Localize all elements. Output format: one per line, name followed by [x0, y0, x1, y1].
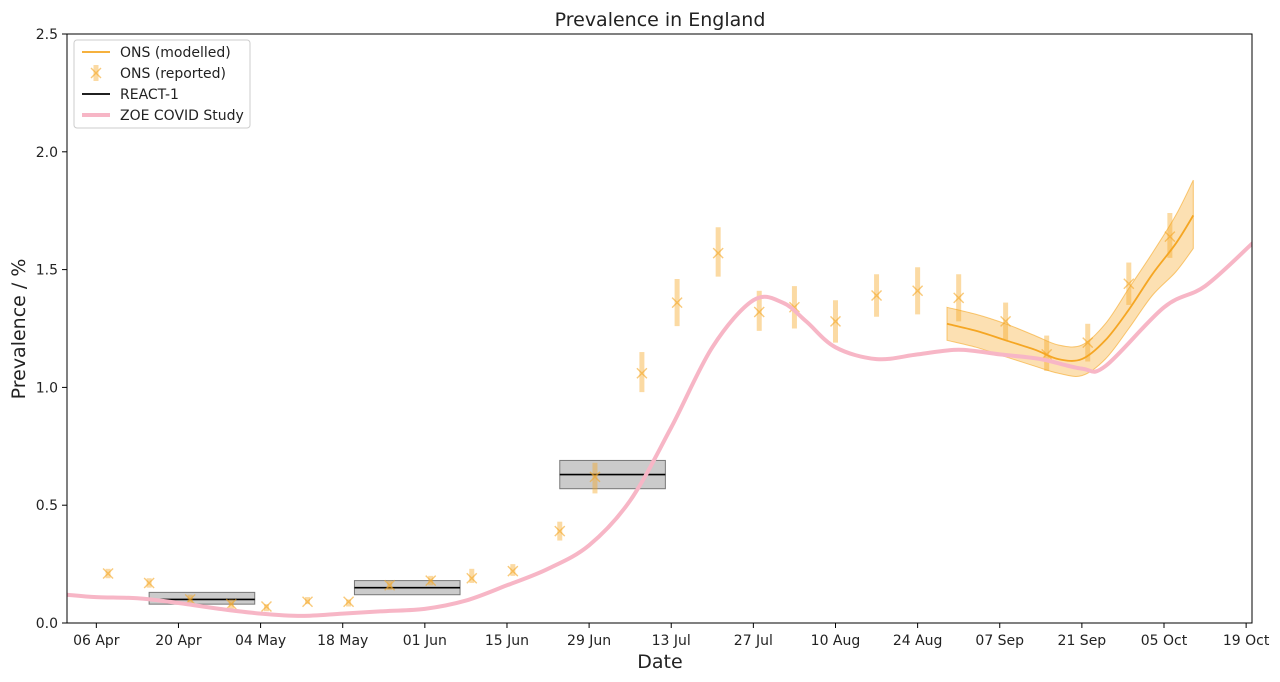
- x-axis-label: Date: [637, 651, 682, 673]
- y-tick-label-5: 2.5: [36, 27, 58, 43]
- ons-reported-point-16: [753, 306, 765, 318]
- ons-reported-point-4: [260, 601, 272, 613]
- ons-reported-point-5: [302, 596, 314, 608]
- ons-reported-point-1: [143, 577, 155, 589]
- x-tick-label-7: 13 Jul: [652, 633, 691, 649]
- plot-area: [66, 33, 1253, 624]
- ons-reported-point-7: [384, 579, 396, 591]
- ons-modelled-ci-band: [946, 179, 1194, 377]
- chart-title: Prevalence in England: [555, 9, 766, 31]
- ons-reported-point-14: [671, 297, 683, 309]
- ons-reported-point-19: [871, 290, 883, 302]
- plot-content: [67, 179, 1252, 618]
- x-tick-label-6: 29 Jun: [567, 633, 611, 649]
- x-tick-label-3: 18 May: [317, 633, 368, 649]
- x-tick-label-11: 07 Sep: [975, 633, 1024, 649]
- ons-reported-point-20: [912, 285, 924, 297]
- x-tick-label-10: 24 Aug: [893, 633, 943, 649]
- y-tick-label-2: 1.0: [36, 380, 58, 396]
- legend-label-1: ONS (reported): [120, 66, 226, 82]
- legend-label-0: ONS (modelled): [120, 45, 231, 61]
- ons-reported-point-18: [829, 315, 841, 327]
- ons-reported-point-6: [343, 596, 355, 608]
- legend-box: [73, 39, 251, 129]
- y-tick-label-3: 1.5: [36, 263, 58, 279]
- x-tick-label-0: 06 Apr: [73, 633, 120, 649]
- ons-reported-point-26: [1164, 231, 1176, 243]
- ons-modelled-line: [946, 214, 1195, 362]
- y-axis: 0.0 0.5 1.0 1.5 2.0 2.5: [36, 27, 67, 632]
- zoe-line: [67, 241, 1252, 618]
- ons-reported-point-21: [953, 292, 965, 304]
- ons-reported-point-17: [788, 301, 800, 313]
- x-tick-label-12: 21 Sep: [1058, 633, 1107, 649]
- ons-reported-point-12: [589, 471, 601, 483]
- legend-label-3: ZOE COVID Study: [120, 108, 244, 124]
- x-tick-label-4: 01 Jun: [403, 633, 447, 649]
- ons-reported-point-10: [507, 565, 519, 577]
- legend-swatch-1: [90, 67, 102, 79]
- y-tick-label-0: 0.0: [36, 616, 58, 632]
- y-tick-label-1: 0.5: [36, 498, 58, 514]
- x-tick-label-9: 10 Aug: [811, 633, 861, 649]
- legend: ONS (modelled) ONS (reported) REACT-1 ZOE C…: [73, 39, 251, 129]
- ons-reported-point-8: [425, 575, 437, 587]
- y-axis-label: Prevalence / %: [8, 259, 30, 400]
- y-tick-label-4: 2.0: [36, 145, 58, 161]
- plot-frame: [66, 33, 1253, 624]
- ons-reported-point-0: [102, 568, 114, 580]
- x-tick-label-14: 19 Oct: [1223, 633, 1270, 649]
- x-tick-label-13: 05 Oct: [1141, 633, 1188, 649]
- x-tick-label-1: 20 Apr: [155, 633, 202, 649]
- x-tick-label-2: 04 May: [235, 633, 286, 649]
- ons-reported-point-3: [225, 598, 237, 610]
- x-tick-label-5: 15 Jun: [485, 633, 529, 649]
- ons-reported-point-25: [1123, 278, 1135, 290]
- ons-reported-point-9: [466, 572, 478, 584]
- ons-reported-point-11: [554, 525, 566, 537]
- ons-reported-point-13: [636, 367, 648, 379]
- ons-reported-point-15: [712, 247, 724, 259]
- legend-label-2: REACT-1: [120, 87, 179, 103]
- x-axis: 06 Apr 20 Apr 04 May 18 May 01 Jun 15 Jun 29 J…: [73, 623, 1270, 649]
- x-tick-label-8: 27 Jul: [734, 633, 773, 649]
